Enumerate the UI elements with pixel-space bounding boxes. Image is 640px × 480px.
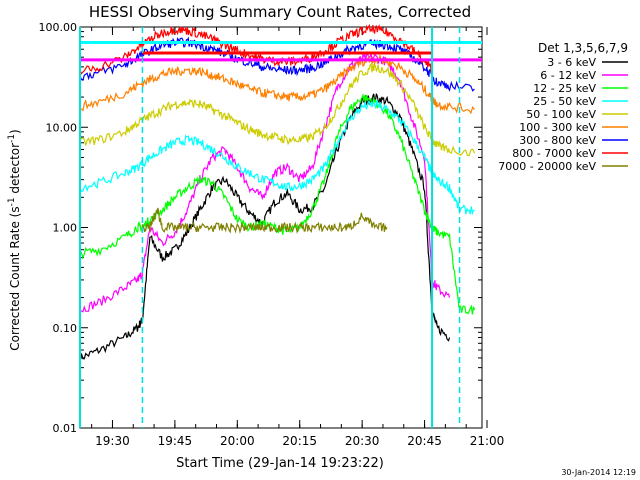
axis-labels: 0.01 0.10 1.00 10.00 100.00 19:30 19:45 20:00 20… xyxy=(39,21,505,448)
legend-label: 100 - 300 keV xyxy=(519,121,596,134)
legend-label: 7000 - 20000 keV xyxy=(498,160,596,173)
y-axis-label: Corrected Count Rate (s-1 detector-1) xyxy=(7,129,22,350)
legend-label: 25 - 50 keV xyxy=(533,95,596,108)
y-tick-label: 0.10 xyxy=(53,322,78,335)
series-line-800-7000-kev xyxy=(79,23,433,75)
x-tick-label: 20:15 xyxy=(282,434,317,448)
legend-label: 300 - 800 keV xyxy=(519,134,596,147)
x-tick-label: 19:30 xyxy=(95,434,130,448)
legend-label: 800 - 7000 keV xyxy=(512,147,596,160)
y-tick-label: 1.00 xyxy=(53,222,78,235)
series-line-50-100-kev xyxy=(79,62,476,157)
legend-label: 50 - 100 keV xyxy=(526,108,596,121)
x-tick-label: 20:30 xyxy=(345,434,380,448)
overlay-layer xyxy=(79,27,482,428)
series-line-7000-20000-kev xyxy=(141,207,388,234)
legend-label: 6 - 12 keV xyxy=(540,69,596,82)
x-tick-label: 21:00 xyxy=(470,434,505,448)
chart-title: HESSI Observing Summary Count Rates, Cor… xyxy=(89,3,471,21)
series-layer xyxy=(79,23,476,363)
x-axis-label: Start Time (29-Jan-14 19:23:22) xyxy=(176,456,384,471)
y-tick-label: 0.01 xyxy=(53,422,78,435)
series-line-3-6-kev xyxy=(79,93,451,363)
series-line-25-50-kev xyxy=(79,98,475,216)
y-tick-label: 100.00 xyxy=(39,21,78,34)
series-line-100-300-kev xyxy=(79,55,475,115)
legend-label: 3 - 6 keV xyxy=(547,56,596,69)
timestamp: 30-Jan-2014 12:19 xyxy=(561,468,636,477)
legend-label: 12 - 25 keV xyxy=(533,82,596,95)
x-tick-label: 19:45 xyxy=(158,434,193,448)
x-tick-label: 20:45 xyxy=(407,434,442,448)
y-tick-label: 10.00 xyxy=(46,121,78,134)
legend-title: Det 1,3,5,6,7,9 xyxy=(538,41,628,55)
x-tick-label: 20:00 xyxy=(220,434,255,448)
